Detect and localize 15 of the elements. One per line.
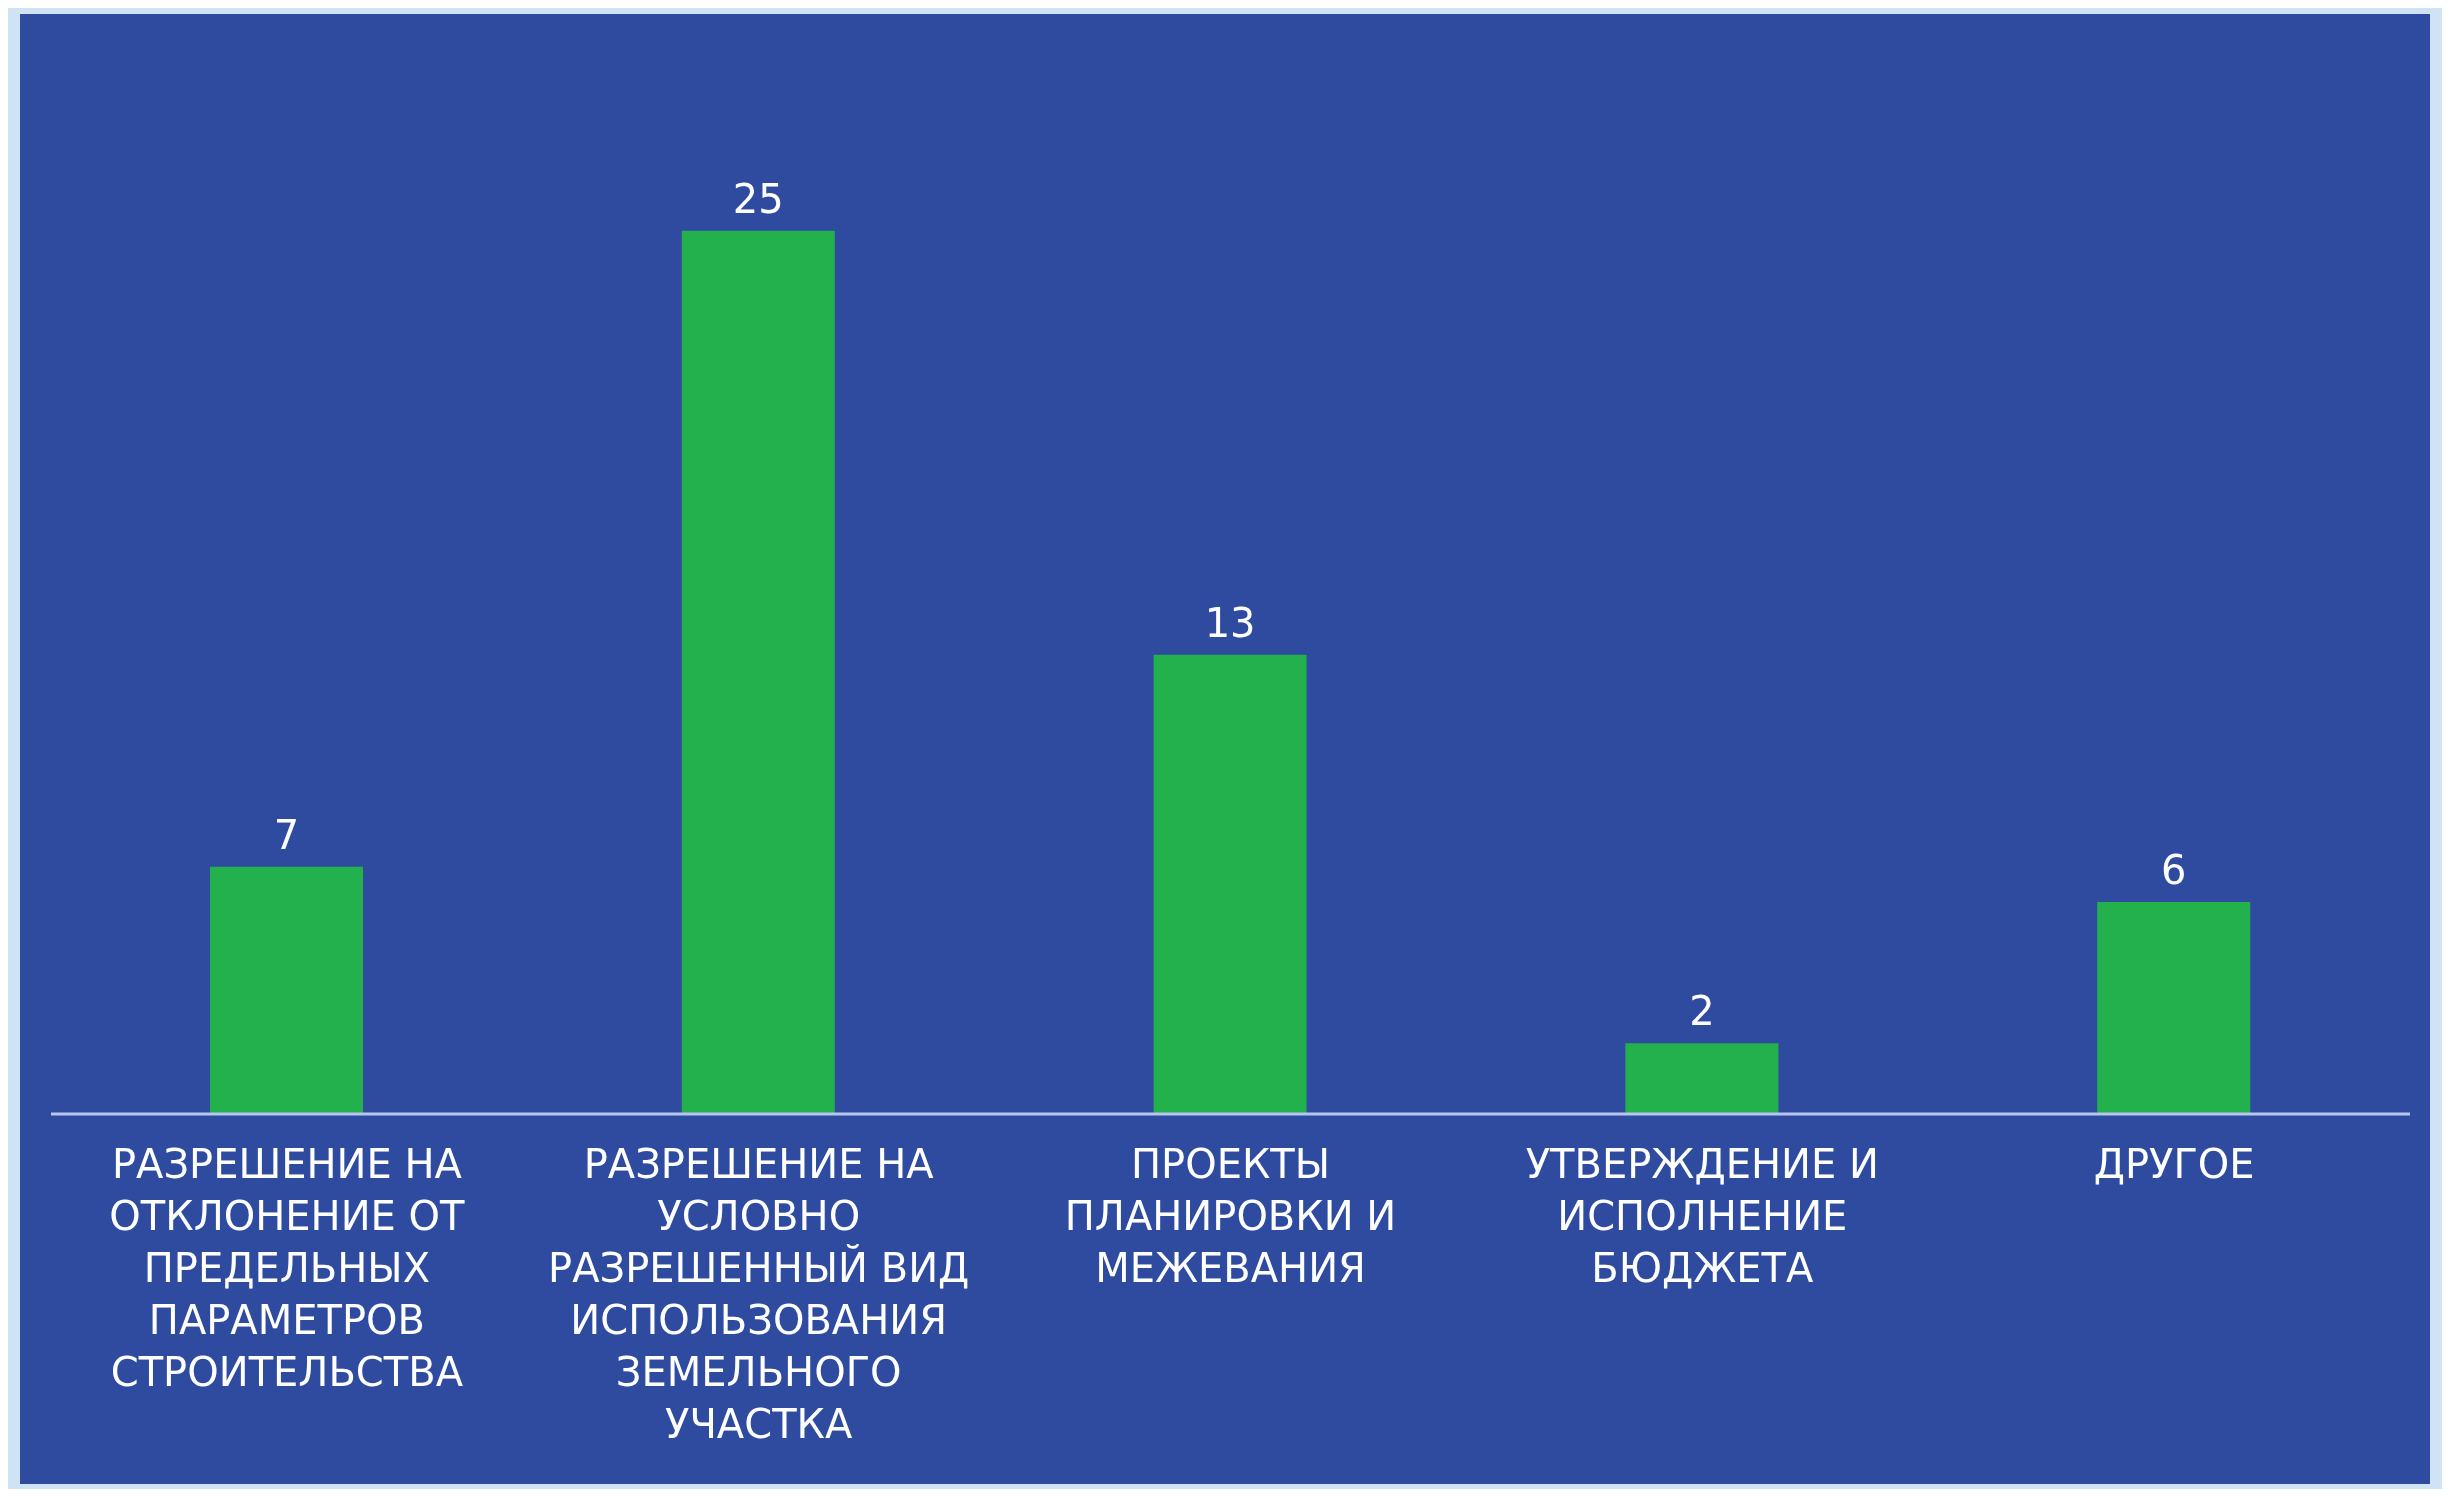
bar xyxy=(1625,1043,1779,1114)
data-label: 6 xyxy=(2160,847,2187,893)
bar xyxy=(2097,902,2251,1114)
x-tick-label: ПРОЕКТЫ ПЛАНИРОВКИ И МЕЖЕВАНИЯ xyxy=(1064,1141,1397,1291)
bar xyxy=(210,866,363,1114)
bar xyxy=(1153,654,1307,1114)
x-tick-label: РАЗРЕШЕНИЕ НА ОТКЛОНЕНИЕ ОТ ПРЕДЕЛЬНЫХ ПАРАМЕТРОВ СТРОИТЕЛЬСТВА xyxy=(109,1141,466,1395)
x-tick-label: ДРУГОЕ xyxy=(2093,1141,2255,1187)
data-label: 13 xyxy=(1204,599,1256,646)
data-label: 7 xyxy=(273,811,300,858)
data-label: 25 xyxy=(732,175,784,222)
x-tick-label: УТВЕРЖДЕНИЕ И ИСПОЛНЕНИЕ БЮДЖЕТА xyxy=(1525,1141,1879,1291)
bar xyxy=(681,230,835,1114)
x-tick-label: РАЗРЕШЕНИЕ НА УСЛОВНО РАЗРЕШЕННЫЙ ВИД ИСПОЛЬЗОВАНИЯ ЗЕМЕЛЬНОГО УЧАСТКА xyxy=(548,1141,970,1447)
data-label: 2 xyxy=(1689,988,1715,1035)
